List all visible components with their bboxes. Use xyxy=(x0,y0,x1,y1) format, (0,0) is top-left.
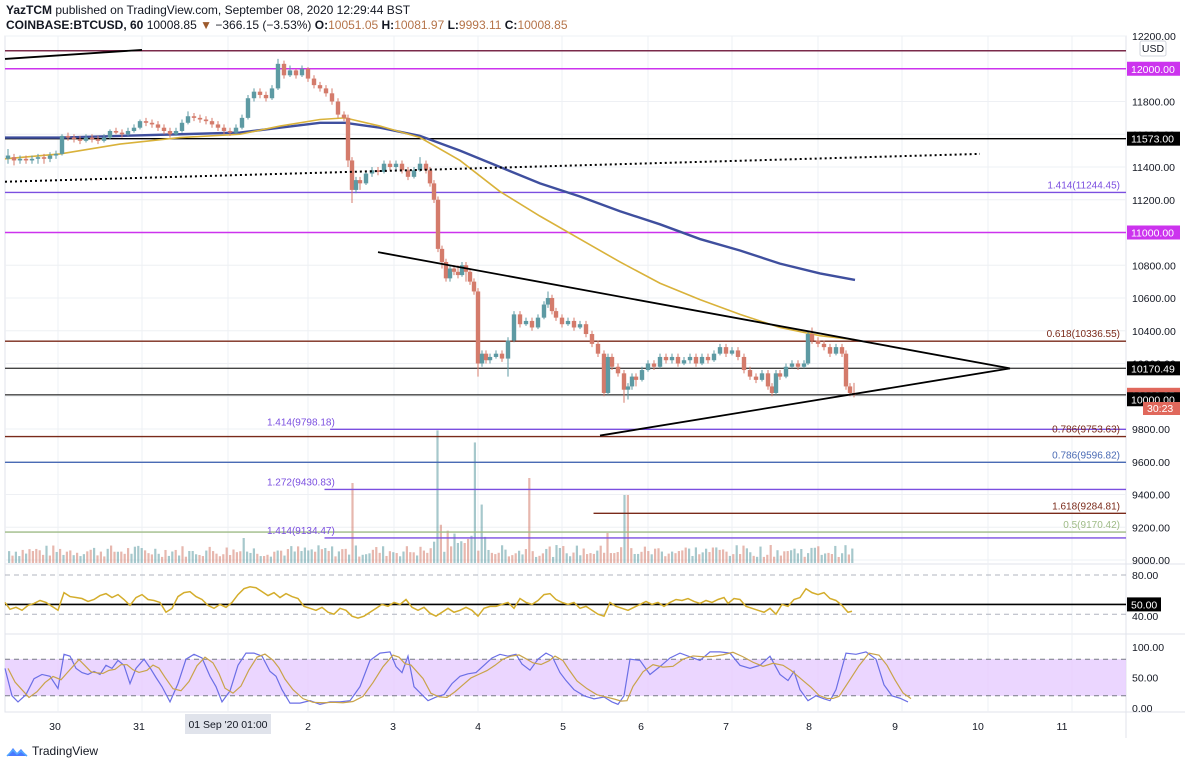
price-tick: 11200.00 xyxy=(1132,195,1175,207)
price-tick: 9800.00 xyxy=(1132,424,1170,436)
volume-histogram xyxy=(8,430,854,563)
price-tick: 10600.00 xyxy=(1132,293,1176,305)
svg-text:50.00: 50.00 xyxy=(1132,673,1158,685)
fib-level-label: 0.786(9596.82) xyxy=(1052,450,1120,461)
svg-text:40.00: 40.00 xyxy=(1132,611,1158,623)
rsi-tag: 50.00 xyxy=(1131,599,1157,611)
last-price: 10008.85 xyxy=(146,18,197,32)
moving-averages xyxy=(4,117,856,341)
time-tick: 3 xyxy=(390,721,396,733)
tradingview-logo-icon xyxy=(6,748,28,757)
time-tick: 2 xyxy=(305,721,311,733)
time-tick: 11 xyxy=(1057,721,1068,733)
time-axis[interactable]: 30 31 01 Sep '20 01:00 2 3 4 5 6 7 8 9 10 11 xyxy=(49,714,1068,734)
currency-badge: USD xyxy=(1142,43,1165,55)
svg-text:0.00: 0.00 xyxy=(1132,703,1153,715)
fib-level-label: 1.618(9284.81) xyxy=(1052,501,1120,512)
ma-fast-line xyxy=(4,117,856,341)
stoch-d-line xyxy=(7,651,912,704)
time-tick: 4 xyxy=(475,721,481,733)
price-tick: 11400.00 xyxy=(1132,162,1175,174)
low-label: L: xyxy=(447,18,459,32)
footer-brand: TradingView xyxy=(6,744,98,758)
time-tick: 10 xyxy=(972,721,984,733)
trendlines[interactable] xyxy=(4,49,1011,437)
brand-name: TradingView xyxy=(32,744,99,758)
fib-level-label: 0.5(9170.42) xyxy=(1063,520,1120,531)
time-tick: 7 xyxy=(723,721,729,733)
published-text: published on TradingView.com, September … xyxy=(55,3,411,17)
candlesticks xyxy=(5,58,857,403)
price-tick: 9400.00 xyxy=(1132,490,1170,502)
time-tick: 30 xyxy=(49,721,61,733)
fib-level-label: 1.414(9134.47) xyxy=(267,526,335,537)
symbol-label: COINBASE:BTCUSD, 60 xyxy=(6,18,144,32)
author-name: YazTCM xyxy=(6,3,53,17)
bar-countdown: 30:23 xyxy=(1147,403,1173,415)
time-tick: 6 xyxy=(638,721,644,733)
price-tick: 9600.00 xyxy=(1132,457,1170,469)
price-tag: 11573.00 xyxy=(1131,134,1174,146)
down-triangle-icon: ▼ xyxy=(200,18,212,32)
high-label: H: xyxy=(381,18,395,32)
fib-level-label: 1.272(9430.83) xyxy=(267,477,335,488)
time-tick: 9 xyxy=(892,721,898,733)
low-value: 9993.11 xyxy=(458,18,502,32)
price-tick: 9000.00 xyxy=(1132,555,1170,567)
trendline xyxy=(4,152,981,183)
price-tick: 9200.00 xyxy=(1132,522,1170,534)
fib-level-label: 1.414(11244.45) xyxy=(1047,180,1120,191)
price-tag: 12000.00 xyxy=(1131,64,1175,76)
price-tick: 12200.00 xyxy=(1132,31,1176,43)
open-label: O: xyxy=(314,18,329,32)
time-tick: 31 xyxy=(133,721,145,733)
price-tick: 10400.00 xyxy=(1132,326,1176,338)
crosshair-time-label: 01 Sep '20 01:00 xyxy=(188,719,267,731)
close-value: 10008.85 xyxy=(517,18,568,32)
price-axis[interactable]: 12200.0012000.0011800.0011600.0011400.00… xyxy=(1127,31,1180,715)
rsi-line xyxy=(4,585,853,619)
fib-level-label: 0.618(10336.55) xyxy=(1047,329,1120,340)
symbol-info: COINBASE:BTCUSD, 60 10008.85 ▼ −366.15 (… xyxy=(6,18,568,32)
trendline xyxy=(4,49,143,60)
close-label: C: xyxy=(504,18,518,32)
price-change: −366.15 (−3.53%) xyxy=(215,18,312,32)
rsi-pane xyxy=(4,574,1126,619)
open-value: 10051.05 xyxy=(328,18,379,32)
publish-info: YazTCM published on TradingView.com, Sep… xyxy=(6,3,410,17)
price-tag: 10170.49 xyxy=(1131,363,1175,375)
high-value: 10081.97 xyxy=(394,18,445,32)
time-tick: 5 xyxy=(560,721,566,733)
fib-level-label: 1.414(9798.18) xyxy=(267,417,335,428)
stoch-k-line xyxy=(4,651,909,706)
price-tick: 11800.00 xyxy=(1132,97,1175,109)
trendline xyxy=(599,367,1011,437)
stoch-rsi-pane xyxy=(4,651,1126,706)
trendline xyxy=(377,251,1011,370)
price-tag: 11000.00 xyxy=(1131,228,1174,240)
svg-text:80.00: 80.00 xyxy=(1132,570,1158,582)
ma-slow-line xyxy=(5,121,856,282)
time-tick: 8 xyxy=(806,721,812,733)
svg-text:100.00: 100.00 xyxy=(1132,642,1164,654)
price-tick: 10800.00 xyxy=(1132,260,1176,272)
grid xyxy=(4,35,1185,738)
fib-level-label: 0.786(9753.63) xyxy=(1052,425,1120,436)
horizontal-levels[interactable]: 1.414(11244.45) 0.618(10336.55) 1.414(9798… xyxy=(5,50,1126,539)
